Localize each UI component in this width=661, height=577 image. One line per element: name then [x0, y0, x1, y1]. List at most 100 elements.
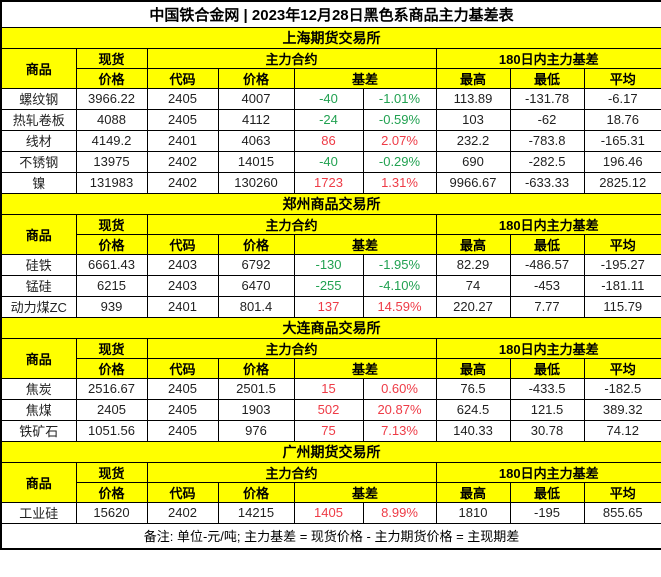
cell-product: 镍: [0, 171, 77, 194]
table-row: 热轧卷板 4088 2405 4112 -24 -0.59% 103 -62 18.76: [0, 108, 661, 131]
cell-product: 硅铁: [0, 253, 77, 276]
cell-code: 2405: [146, 377, 219, 400]
exchange-header: 大连商品交易所: [0, 316, 661, 339]
cell-spot-price: 131983: [75, 171, 148, 194]
col-header-basis-180d-group: 180日内主力基差: [435, 213, 661, 235]
cell-basis: 15: [293, 377, 364, 400]
cell-product: 工业硅: [0, 501, 77, 524]
col-header-basis: 基差: [293, 357, 437, 379]
cell-basis-pct: 8.99%: [362, 501, 437, 524]
cell-high: 624.5: [435, 398, 511, 421]
column-group-header-row: 商品 现货 主力合约 180日内主力基差: [0, 213, 661, 255]
col-header-low: 最低: [509, 357, 585, 379]
cell-spot-price: 15620: [75, 501, 148, 524]
cell-price: 4007: [217, 87, 295, 110]
cell-low: -282.5: [509, 150, 585, 173]
cell-avg: 389.32: [583, 398, 661, 421]
col-header-main-contract-group: 主力合约: [146, 213, 437, 235]
cell-basis-pct: -1.01%: [362, 87, 437, 110]
cell-price: 6792: [217, 253, 295, 276]
cell-basis: 86: [293, 129, 364, 152]
col-header-avg: 平均: [583, 67, 661, 89]
cell-basis-pct: -1.95%: [362, 253, 437, 276]
table-row: 动力煤ZC 939 2401 801.4 137 14.59% 220.27 7.77 115.…: [0, 295, 661, 318]
cell-spot-price: 2516.67: [75, 377, 148, 400]
cell-avg: 74.12: [583, 419, 661, 442]
cell-low: -62: [509, 108, 585, 131]
col-header-spot-group: 现货: [75, 461, 148, 483]
footer-row: 备注: 单位-元/吨; 主力基差 = 现货价格 - 主力期货价格 = 主现期差: [0, 522, 661, 550]
cell-spot-price: 13975: [75, 150, 148, 173]
cell-basis-pct: 7.13%: [362, 419, 437, 442]
col-header-code: 代码: [146, 67, 219, 89]
cell-basis: 137: [293, 295, 364, 318]
cell-avg: 196.46: [583, 150, 661, 173]
col-header-code: 代码: [146, 481, 219, 503]
cell-spot-price: 1051.56: [75, 419, 148, 442]
cell-low: -486.57: [509, 253, 585, 276]
cell-code: 2401: [146, 295, 219, 318]
exchange-header: 上海期货交易所: [0, 26, 661, 49]
col-header-main-contract-group: 主力合约: [146, 337, 437, 359]
cell-code: 2405: [146, 419, 219, 442]
cell-price: 4112: [217, 108, 295, 131]
col-header-code: 代码: [146, 233, 219, 255]
column-group-header-row: 商品 现货 主力合约 180日内主力基差: [0, 47, 661, 89]
page-title: 中国铁合金网 | 2023年12月28日黑色系商品主力基差表: [0, 0, 661, 28]
cell-low: -433.5: [509, 377, 585, 400]
cell-high: 74: [435, 274, 511, 297]
cell-basis: -40: [293, 87, 364, 110]
exchange-section-row: 广州期货交易所: [0, 440, 661, 463]
col-header-avg: 平均: [583, 357, 661, 379]
col-header-low: 最低: [509, 67, 585, 89]
cell-price: 1903: [217, 398, 295, 421]
cell-low: -783.8: [509, 129, 585, 152]
exchange-header: 郑州商品交易所: [0, 192, 661, 215]
col-header-high: 最高: [435, 481, 511, 503]
col-header-basis: 基差: [293, 233, 437, 255]
cell-avg: -182.5: [583, 377, 661, 400]
cell-high: 1810: [435, 501, 511, 524]
cell-avg: -165.31: [583, 129, 661, 152]
col-header-product: 商品: [0, 461, 77, 503]
cell-price: 976: [217, 419, 295, 442]
basis-table: 中国铁合金网 | 2023年12月28日黑色系商品主力基差表 上海期货交易所 商品…: [0, 0, 661, 550]
col-header-spot-price: 价格: [75, 481, 148, 503]
exchange-section-row: 大连商品交易所: [0, 316, 661, 339]
column-header-row: 价格 代码 价格 基差 最高 最低 平均: [1, 233, 661, 255]
cell-spot-price: 2405: [75, 398, 148, 421]
col-header-spot-group: 现货: [75, 47, 148, 69]
table-row: 锰硅 6215 2403 6470 -255 -4.10% 74 -453 -181.11: [0, 274, 661, 297]
cell-price: 14215: [217, 501, 295, 524]
cell-product: 焦煤: [0, 398, 77, 421]
cell-basis: 1405: [293, 501, 364, 524]
col-header-main-contract-group: 主力合约: [146, 461, 437, 483]
cell-spot-price: 4088: [75, 108, 148, 131]
cell-low: 30.78: [509, 419, 585, 442]
table-row: 线材 4149.2 2401 4063 86 2.07% 232.2 -783.8 -165.3…: [0, 129, 661, 152]
cell-basis: 1723: [293, 171, 364, 194]
cell-avg: 115.79: [583, 295, 661, 318]
cell-code: 2405: [146, 87, 219, 110]
col-header-price: 价格: [217, 233, 295, 255]
cell-basis-pct: -0.59%: [362, 108, 437, 131]
col-header-basis: 基差: [293, 67, 437, 89]
cell-avg: 2825.12: [583, 171, 661, 194]
column-header-row: 价格 代码 价格 基差 最高 最低 平均: [1, 357, 661, 379]
col-header-code: 代码: [146, 357, 219, 379]
table-row: 螺纹钢 3966.22 2405 4007 -40 -1.01% 113.89 -131.78…: [0, 87, 661, 110]
table-row: 工业硅 15620 2402 14215 1405 8.99% 1810 -195 855.65: [0, 501, 661, 524]
col-header-product: 商品: [0, 337, 77, 379]
cell-basis-pct: 0.60%: [362, 377, 437, 400]
col-header-high: 最高: [435, 67, 511, 89]
cell-high: 82.29: [435, 253, 511, 276]
col-header-basis-180d-group: 180日内主力基差: [435, 47, 661, 69]
col-header-price: 价格: [217, 357, 295, 379]
exchange-header: 广州期货交易所: [0, 440, 661, 463]
cell-low: -633.33: [509, 171, 585, 194]
cell-high: 232.2: [435, 129, 511, 152]
col-header-avg: 平均: [583, 481, 661, 503]
cell-spot-price: 939: [75, 295, 148, 318]
cell-avg: 855.65: [583, 501, 661, 524]
cell-high: 9966.67: [435, 171, 511, 194]
